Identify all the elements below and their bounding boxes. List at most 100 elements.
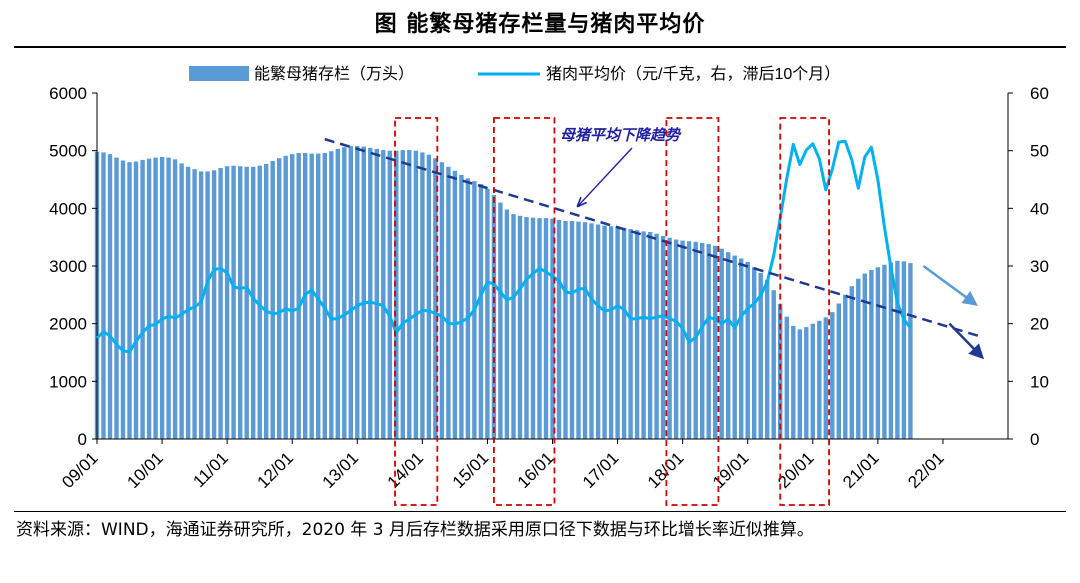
- bar: [146, 158, 152, 439]
- y-left-tick-label: 6000: [49, 84, 87, 103]
- bar: [114, 157, 119, 439]
- bar: [869, 270, 874, 439]
- bar: [316, 153, 321, 439]
- bar: [224, 166, 230, 439]
- bar: [908, 263, 913, 439]
- bar: [107, 154, 113, 439]
- x-tick-label: 11/01: [189, 448, 232, 491]
- highlight-box: [665, 117, 720, 506]
- legend-bar-label: 能繁母猪存栏（万头）: [254, 65, 414, 83]
- bar: [198, 171, 204, 439]
- bar: [120, 160, 126, 439]
- bar: [732, 255, 737, 439]
- bar: [901, 261, 907, 439]
- bar: [875, 267, 881, 439]
- source-rule: [14, 511, 1066, 512]
- bar: [511, 214, 516, 439]
- bar: [745, 262, 750, 439]
- bar: [654, 233, 659, 439]
- y-right-tick-label: 10: [1030, 372, 1049, 391]
- bar: [823, 317, 828, 439]
- x-tick-label: 09/01: [58, 448, 102, 492]
- bar: [739, 258, 744, 439]
- x-tick-label: 14/01: [384, 448, 428, 492]
- bar: [810, 323, 815, 439]
- bar: [888, 262, 894, 439]
- bar: [524, 217, 529, 439]
- legend-bar-swatch: [189, 66, 249, 81]
- bar: [843, 294, 848, 439]
- bar: [680, 240, 685, 439]
- y-left-tick-label: 5000: [49, 142, 87, 161]
- bar: [251, 166, 256, 440]
- bar: [700, 242, 705, 439]
- bar: [856, 278, 861, 439]
- annotation-label: 母猪平均下降趋势: [560, 127, 682, 144]
- y-right-tick-label: 60: [1030, 84, 1049, 103]
- bar: [485, 188, 490, 439]
- bar: [830, 312, 835, 439]
- y-right-tick-label: 50: [1030, 142, 1049, 161]
- bar: [270, 161, 275, 439]
- bar: [895, 260, 900, 439]
- bar: [400, 150, 405, 439]
- bar: [882, 264, 887, 439]
- legend-line-label: 猪肉平均价（元/千克，右，滞后10个月）: [546, 65, 840, 83]
- bar: [836, 303, 841, 439]
- legend: 能繁母猪存栏（万头） 猪肉平均价（元/千克，右，滞后10个月）: [189, 65, 840, 83]
- bar: [641, 231, 646, 439]
- bar: [140, 159, 145, 439]
- bar: [713, 245, 718, 439]
- bar: [413, 150, 419, 439]
- bar: [517, 215, 523, 439]
- bar: [211, 170, 217, 440]
- bar: [218, 168, 223, 439]
- bar: [726, 252, 731, 439]
- bar: [238, 166, 243, 439]
- bar: [283, 155, 288, 439]
- bar: [439, 162, 445, 439]
- bar: [634, 230, 640, 439]
- bar: [569, 221, 575, 439]
- bar: [693, 241, 698, 439]
- bar: [459, 174, 464, 439]
- bar: [615, 226, 620, 439]
- bar: [550, 218, 555, 439]
- bar: [804, 327, 809, 439]
- bar: [407, 150, 412, 439]
- bar: [797, 329, 802, 439]
- bar: [628, 229, 633, 439]
- bar: [537, 218, 542, 439]
- bar: [277, 158, 282, 439]
- y-left-tick-label: 1000: [49, 372, 87, 391]
- y-right-tick-label: 30: [1030, 257, 1049, 276]
- bar: [420, 152, 425, 439]
- bar: [752, 267, 757, 439]
- bar: [185, 166, 191, 440]
- bar: [374, 148, 379, 439]
- y-left-tick-label: 4000: [49, 199, 87, 218]
- bar: [257, 165, 262, 439]
- bar: [602, 225, 607, 439]
- bar: [159, 157, 165, 439]
- projection-arrow-light: [922, 264, 978, 306]
- bar: [387, 150, 392, 439]
- bar: [576, 221, 581, 439]
- bar: [673, 239, 679, 439]
- projection-arrow-dark: [948, 322, 985, 360]
- bar: [660, 236, 666, 439]
- bar: [368, 147, 373, 440]
- x-tick-label: 17/01: [579, 448, 623, 492]
- x-tick-label: 13/01: [319, 448, 363, 492]
- bar: [192, 169, 197, 439]
- y-left-tick-label: 2000: [49, 315, 87, 334]
- bar: [381, 150, 386, 439]
- bar: [309, 153, 314, 439]
- bar: [205, 171, 210, 439]
- trend-line: [324, 137, 983, 339]
- y-left-tick-label: 0: [78, 430, 87, 449]
- bar: [778, 304, 783, 439]
- bar: [335, 148, 340, 439]
- x-tick-label: 15/01: [449, 448, 493, 492]
- bar: [127, 162, 132, 439]
